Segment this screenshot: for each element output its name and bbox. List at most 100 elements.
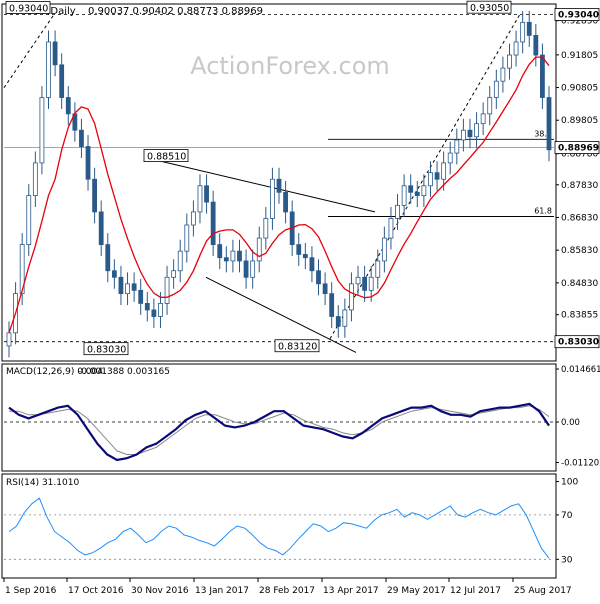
candle-body [388, 218, 394, 239]
candle-body [546, 97, 552, 151]
candle-body [421, 185, 427, 196]
x-tick-label: 29 May 2017 [387, 586, 446, 596]
candle-body [493, 80, 499, 98]
candle-body [526, 21, 532, 36]
candle-body [138, 289, 144, 304]
x-tick-label: 30 Nov 2016 [131, 586, 189, 596]
candle-body [296, 244, 302, 255]
candle-body [467, 129, 473, 138]
candle-body [401, 185, 407, 206]
price-tick-label: 0.86830 [561, 213, 598, 223]
candle-body [243, 260, 249, 278]
candle-body [151, 309, 157, 317]
candle-body [92, 178, 98, 213]
price-tick-label: 0.91805 [561, 51, 598, 61]
candle-body [414, 191, 420, 196]
candle-body [316, 270, 321, 285]
candle-body [533, 35, 539, 56]
candle-body [263, 218, 269, 239]
high-tag-label-box [554, 8, 600, 21]
candle-body [368, 276, 374, 291]
x-tick-label: 28 Feb 2017 [259, 586, 315, 596]
macd-tick-label: 0.00 [561, 418, 580, 428]
price-annotations: 0.93040 0.88510 0.83030 0.83120 0.93050 [5, 0, 512, 356]
price-tick-label: 0.92850 [561, 17, 598, 27]
candle-body [342, 309, 348, 327]
macd-axis: 0.014661 0.00 -0.011202 [4, 365, 600, 469]
candle-body [507, 54, 512, 69]
candle-body [381, 237, 387, 262]
candle-body [428, 172, 433, 187]
low-tag-label: 0.83030 [558, 338, 599, 348]
annotation-box [274, 339, 320, 353]
high-tag-label: 0.93040 [558, 10, 599, 20]
candle-body [513, 41, 519, 56]
candle-body [500, 67, 506, 82]
moving-average-line [8, 56, 550, 334]
candle-body [197, 185, 203, 213]
rsi-axis: 100 70 30 [4, 478, 578, 565]
early-trendline [3, 14, 55, 88]
candle-body [329, 293, 335, 317]
candle-body [26, 195, 32, 246]
annotation-label: 0.93050 [470, 3, 509, 14]
candle-body [111, 270, 117, 278]
candle-body [302, 254, 308, 259]
candle-body [105, 244, 111, 272]
price-tick-label: 0.87830 [561, 181, 598, 191]
candle-body [65, 97, 71, 115]
candle-body [144, 303, 150, 311]
x-tick-label: 17 Oct 2016 [68, 586, 124, 596]
macd-panel-frame [1, 363, 557, 472]
candle-body [32, 162, 38, 196]
candle-body [79, 129, 84, 147]
rsi-tick-label: 30 [561, 555, 573, 565]
rsi-panel-frame [1, 473, 557, 579]
candle-body [474, 123, 479, 138]
candle-body [487, 97, 493, 115]
candle-body [355, 276, 361, 285]
candle-body [98, 211, 104, 246]
x-tick-label: 12 Jul 2017 [450, 586, 501, 596]
candle-body [520, 21, 526, 43]
price-grid: 38.2 61.8 [4, 14, 554, 343]
candle-body [309, 257, 315, 272]
macd-tick-label: 0.014661 [561, 365, 600, 375]
candle-body [171, 270, 177, 278]
x-axis: 1 Sep 2016 17 Oct 2016 30 Nov 2016 13 Jan 2… [3, 578, 572, 596]
candle-body [362, 276, 368, 291]
candle-body [164, 276, 170, 304]
candle-body [85, 146, 91, 180]
price-tick-label: 0.89805 [561, 116, 598, 126]
trendlines [3, 13, 521, 353]
annotation-label: 0.83030 [87, 345, 126, 356]
annotation-label: 0.83120 [278, 342, 317, 353]
fib-level-label: 38.2 [534, 129, 552, 138]
x-tick-label: 25 Aug 2017 [514, 586, 572, 596]
candle-body [335, 316, 341, 327]
candle-body [250, 260, 256, 278]
annotation-box [83, 342, 129, 356]
candle-body [6, 332, 12, 347]
candle-body [270, 178, 275, 219]
price-tick-label: 0.88780 [561, 150, 598, 160]
rsi-tick-label: 100 [561, 478, 578, 488]
candle-body [283, 191, 288, 213]
macd-tick-label: -0.011202 [561, 459, 600, 469]
candle-body [59, 64, 65, 98]
candle-body [158, 303, 163, 317]
candle-body [39, 97, 45, 164]
price-tick-label: 0.90805 [561, 84, 598, 94]
candle-body [217, 244, 223, 259]
channel-lower-line [205, 276, 357, 353]
annotation-box [466, 0, 512, 14]
macd-signal-line [9, 405, 550, 455]
annotation-box [143, 149, 189, 162]
candle-body [460, 129, 466, 141]
watermark: ActionForex.com [190, 52, 390, 80]
candle-body [177, 250, 183, 272]
rsi-line [8, 497, 550, 559]
candle-body [230, 250, 236, 262]
candle-body [540, 54, 545, 98]
annotation-label: 0.88510 [147, 152, 186, 163]
